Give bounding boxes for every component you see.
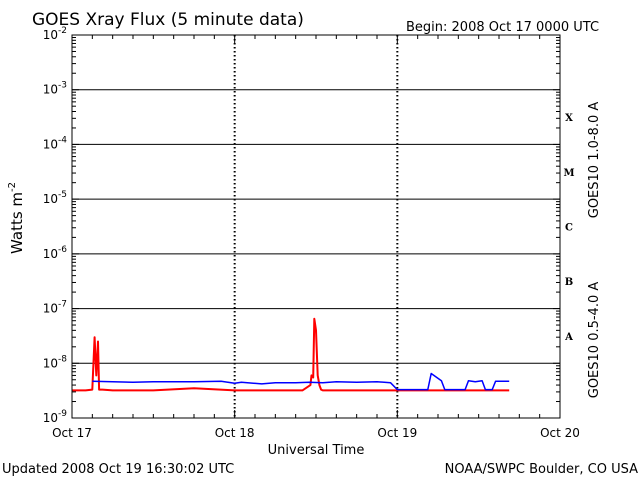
begin-date: Begin: 2008 Oct 17 0000 UTC [406, 20, 599, 35]
series-label-long: GOES10 1.0-8.0 A [587, 102, 602, 219]
y-tick-label: 10-4 [43, 135, 68, 151]
flare-class-label: A [564, 332, 573, 343]
flare-class-label: B [565, 277, 573, 288]
x-tick-label: Oct 18 [215, 426, 255, 440]
series-layer [72, 317, 510, 392]
y-tick-label: 10-6 [43, 245, 68, 261]
grid-layer [72, 35, 560, 418]
y-tick-label: 10-2 [43, 26, 67, 42]
series-line-short [92, 372, 510, 391]
y-tick-label: 10-7 [43, 300, 67, 316]
flare-class-label: M [563, 168, 574, 179]
series-line-long [72, 317, 510, 392]
plot-frame [71, 34, 561, 419]
x-tick-label: Oct 20 [540, 426, 580, 440]
flare-class-label: X [565, 113, 573, 124]
y-tick-label: 10-9 [43, 409, 68, 425]
y-tick-label: 10-5 [43, 190, 67, 206]
tick-layer [71, 34, 561, 419]
series-label-short: GOES10 0.5-4.0 A [587, 282, 602, 399]
footer-updated: Updated 2008 Oct 19 16:30:02 UTC [2, 462, 234, 477]
chart-title: GOES Xray Flux (5 minute data) [32, 10, 304, 30]
x-axis-label: Universal Time [268, 443, 365, 458]
y-tick-label: 10-8 [43, 354, 68, 370]
x-tick-label: Oct 19 [377, 426, 417, 440]
footer-source: NOAA/SWPC Boulder, CO USA [445, 462, 638, 477]
y-tick-label: 10-3 [43, 81, 67, 97]
x-tick-label: Oct 17 [52, 426, 92, 440]
flare-class-label: C [565, 223, 573, 234]
y-axis-label: Watts m-2 [7, 182, 26, 254]
